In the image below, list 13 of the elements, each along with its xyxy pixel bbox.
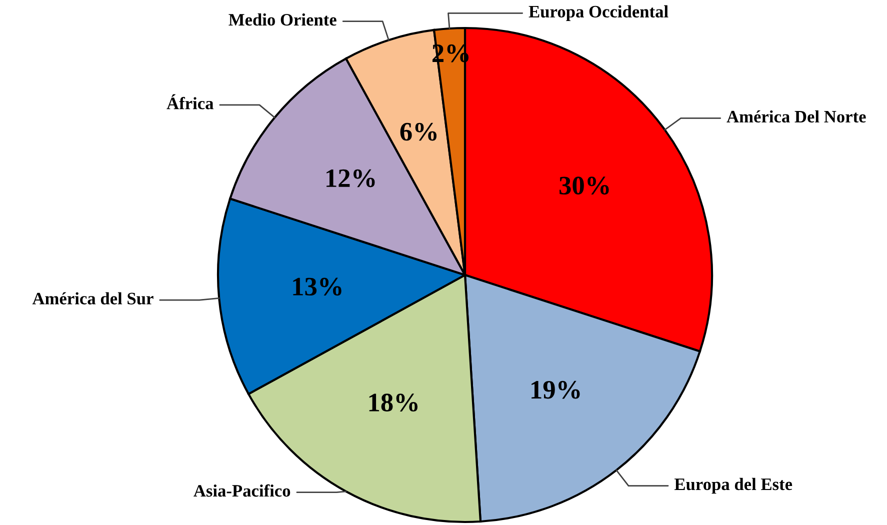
slice-label: Medio Oriente	[228, 13, 336, 26]
slice-label: Europa Occidental	[528, 5, 668, 22]
slice-label: Europa del Este	[674, 478, 792, 494]
data-label: 19%	[532, 380, 580, 399]
slice-label: Asia-Pacifico	[194, 484, 290, 497]
data-label: 12%	[326, 169, 375, 188]
slice-label: África	[166, 94, 214, 110]
slice-label: América del Sur	[32, 292, 154, 304]
slice-label: América Del Norte	[726, 110, 866, 123]
data-label: 30%	[560, 176, 609, 195]
data-label: 6%	[400, 122, 437, 141]
data-label: 18%	[369, 394, 418, 412]
data-label: 13%	[293, 278, 342, 296]
